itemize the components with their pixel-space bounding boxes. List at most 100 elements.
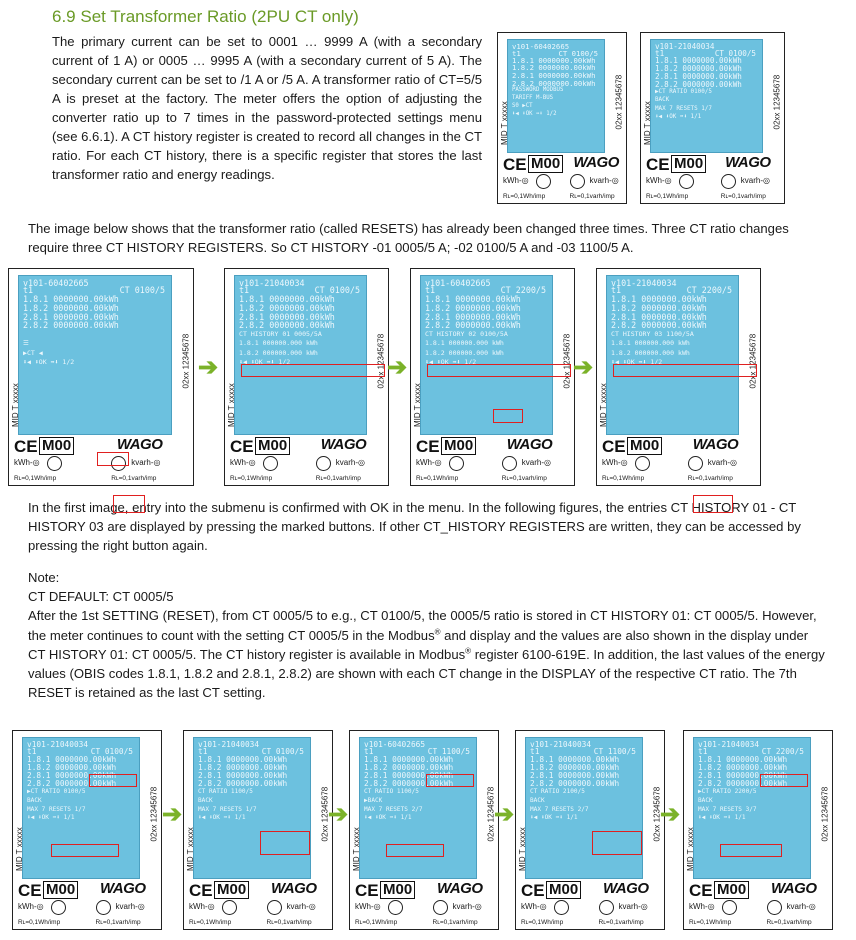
menu-line: 1.8.2 000000.000 kWh	[425, 348, 504, 357]
mid-label: MID T xxxxx	[599, 383, 608, 427]
note-label: Note:	[28, 570, 60, 585]
menu-line: MAX 7 RESETS 1/7	[198, 805, 257, 813]
right-arrow-icon: ➔	[494, 801, 515, 828]
meter-figure: v101-60402665 t1 CT 1100/5 1.8.1 0000000.00…	[349, 730, 499, 930]
wago-logo: WAGO	[506, 436, 553, 453]
wago-logo: WAGO	[271, 880, 317, 897]
right-arrow-icon: ➔	[162, 801, 183, 828]
right-arrow-icon: ➔	[660, 801, 681, 828]
menu-line: ▶CT ◀	[23, 348, 43, 357]
serial-label: 02xx 12345678	[772, 74, 782, 130]
kvarh-label: kvarh-◎	[740, 176, 770, 185]
kvarh-label: kvarh-◎	[786, 902, 816, 911]
imp-left: Rʟ=0,1Wh/imp	[416, 475, 459, 482]
energy-row: 2.8.1 0000000.00kWh	[198, 771, 288, 781]
meter-footer: CE M00 WAGO kWh-◎ kvarh-◎ Rʟ=0,1Wh/imp Rʟ=0,1v…	[597, 433, 760, 485]
kvarh-label: kvarh-◎	[589, 176, 619, 185]
kvarh-led-icon	[720, 174, 736, 189]
kvarh-led-icon	[501, 456, 517, 471]
kwh-label: kWh-◎	[602, 458, 628, 467]
energy-row: 1.8.2 0000000.00kWh	[364, 762, 454, 772]
meter-lcd: v101-21040034 t1 CT 0100/5 1.8.1 0000000.00…	[22, 737, 140, 879]
mid-label: MID T xxxxx	[11, 383, 20, 427]
resets-paragraph: The image below shows that the transform…	[28, 221, 789, 255]
serial-label: 02xx 12345678	[181, 333, 191, 389]
energy-row: 2.8.1 0000000.00kWh	[698, 771, 788, 781]
meter-lcd: v101-21040034 t1 CT 1100/5 1.8.1 0000000.00…	[525, 737, 643, 879]
energy-row: 1.8.2 0000000.00kWh	[425, 302, 521, 313]
mid-label: MID T xxxxx	[643, 101, 652, 145]
m00-mark: M00	[671, 155, 707, 173]
energy-row: 1.8.1 0000000.00kWh	[611, 293, 707, 304]
ce-mark: CE	[189, 881, 213, 900]
right-arrow-icon: ➔	[328, 801, 349, 828]
serial-label: 02xx 12345678	[149, 786, 159, 842]
ct-ratio: CT 0100/5	[90, 746, 133, 756]
meter-figure: v101-21040034 t1 CT 0100/5 1.8.1 0000000.00…	[224, 268, 389, 486]
highlight-box	[260, 831, 310, 855]
meter-id: v101-60402665	[512, 42, 570, 51]
imp-left: Rʟ=0,1Wh/imp	[189, 919, 232, 926]
menu-line: ⬇◀ ⬇OK ➡⬇ 1/1	[27, 814, 75, 822]
energy-row: 2.8.1 0000000.00kWh	[23, 311, 119, 322]
meter-id: v101-60402665	[23, 278, 89, 288]
kwh-led-icon	[679, 174, 694, 189]
menu-line: BACK	[655, 97, 670, 104]
highlight-box	[241, 364, 385, 377]
kvarh-led-icon	[598, 900, 614, 915]
m00-mark: M00	[441, 437, 477, 455]
mid-label: MID T xxxxx	[186, 827, 195, 871]
highlight-box	[592, 831, 642, 855]
meter-id: v101-60402665	[425, 278, 491, 288]
m00-mark: M00	[528, 155, 564, 173]
kwh-led-icon	[388, 900, 403, 915]
menu-line: ⬇◀ ⬇OK ➡⬇ 1/2	[239, 357, 291, 366]
m00-mark: M00	[255, 437, 291, 455]
wago-logo: WAGO	[573, 154, 619, 171]
kvarh-label: kvarh-◎	[452, 902, 482, 911]
menu-line: ⬇◀ ⬇OK ➡⬇ 1/2	[23, 357, 75, 366]
kvarh-led-icon	[266, 900, 282, 915]
menu-line: 1.8.1 000000.000 kWh	[239, 339, 318, 348]
serial-label: 02xx 12345678	[820, 786, 830, 842]
ce-mark: CE	[355, 881, 379, 900]
energy-row: 1.8.2 0000000.00kWh	[530, 762, 620, 772]
kwh-label: kWh-◎	[416, 458, 442, 467]
highlight-box	[720, 844, 782, 857]
menu-line: 1.8.2 000000.000 kWh	[611, 348, 690, 357]
meter-footer: CE M00 WAGO kWh-◎ kvarh-◎ Rʟ=0,1Wh/imp Rʟ=0,1v…	[684, 877, 832, 929]
kwh-led-icon	[449, 456, 464, 471]
energy-row: 2.8.2 0000000.00kWh	[239, 320, 335, 331]
kvarh-led-icon	[766, 900, 782, 915]
tariff-label: t1	[698, 746, 708, 756]
serial-label: 02xx 12345678	[748, 333, 758, 389]
intro-paragraph: The primary current can be set to 0001 ……	[52, 34, 482, 182]
energy-row: 2.8.2 0000000.00kWh	[611, 320, 707, 331]
meter-figure: v101-60402665 t1 CT 2200/5 1.8.1 0000000.00…	[410, 268, 575, 486]
highlight-box	[613, 364, 757, 377]
tariff-label: t1	[239, 285, 250, 296]
energy-row: 1.8.2 0000000.00kWh	[198, 762, 288, 772]
kwh-led-icon	[536, 174, 551, 189]
right-arrow-icon: ➔	[198, 354, 219, 381]
kwh-led-icon	[635, 456, 650, 471]
imp-right: Rʟ=0,1varh/imp	[766, 919, 812, 926]
imp-left: Rʟ=0,1Wh/imp	[18, 919, 61, 926]
ct-ratio: CT 0100/5	[314, 285, 360, 296]
meter-lcd: v101-21040034 t1 CT 0100/5 1.8.1 0000000.00…	[650, 39, 763, 153]
energy-row: 1.8.1 0000000.00kWh	[698, 754, 788, 764]
meter-footer: CE M00 WAGO kWh-◎ kvarh-◎ Rʟ=0,1Wh/imp Rʟ=0,1v…	[13, 877, 161, 929]
menu-line: ☰	[23, 339, 29, 348]
imp-right: Rʟ=0,1varh/imp	[95, 919, 141, 926]
note-body: After the 1st SETTING (RESET), from CT 0…	[28, 608, 825, 701]
energy-row: 1.8.2 0000000.00kWh	[655, 64, 742, 74]
energy-row: 2.8.1 0000000.00kWh	[512, 71, 596, 81]
menu-line: CT RATIO 2100/5	[530, 788, 585, 796]
energy-row: 1.8.1 0000000.00kWh	[364, 754, 454, 764]
ct-ratio: CT 1100/5	[427, 746, 470, 756]
kvarh-led-icon	[432, 900, 448, 915]
meter-id: v101-21040034	[698, 740, 760, 749]
energy-row: 1.8.2 0000000.00kWh	[27, 762, 117, 772]
kwh-label: kWh-◎	[521, 902, 547, 911]
imp-left: Rʟ=0,1Wh/imp	[503, 193, 546, 200]
